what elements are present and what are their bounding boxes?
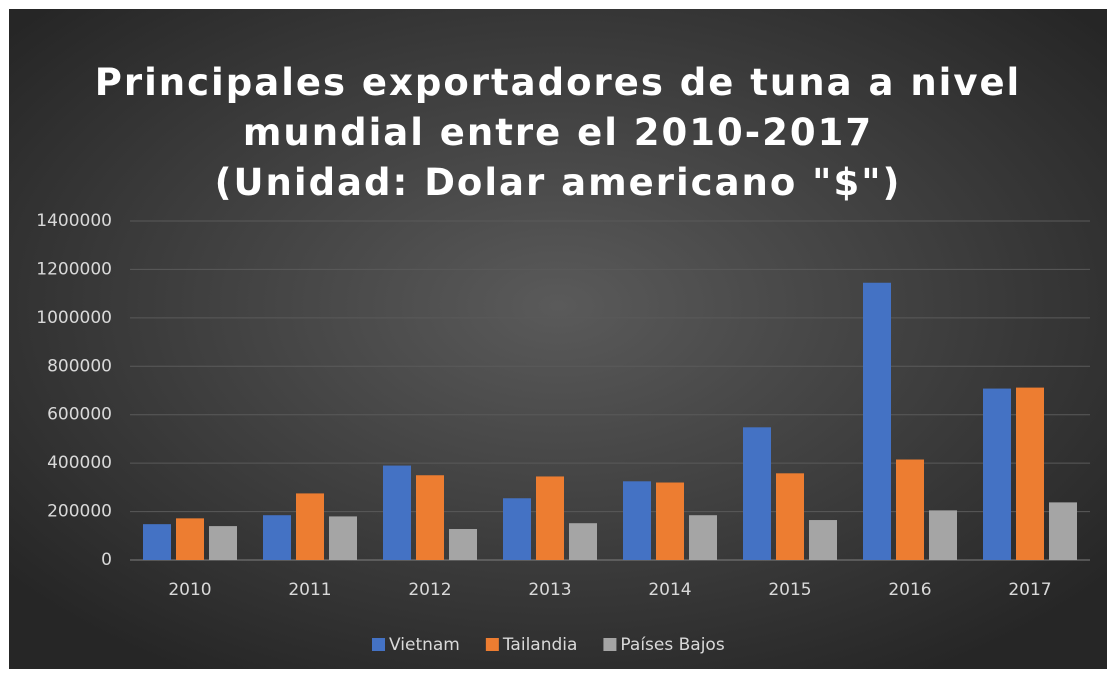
bar <box>416 475 444 560</box>
bar <box>656 482 684 560</box>
bar <box>449 529 477 560</box>
bar <box>929 510 957 560</box>
y-tick-label: 1200000 <box>36 259 112 279</box>
chart-title: Principales exportadores de tuna a nivel… <box>94 61 1022 204</box>
bar <box>536 476 564 560</box>
bar <box>776 473 804 560</box>
bar <box>863 282 891 560</box>
y-tick-label: 800000 <box>47 356 112 376</box>
y-tick-label: 400000 <box>47 453 112 473</box>
bar <box>1049 502 1077 560</box>
legend-swatch <box>372 638 385 651</box>
bar <box>296 493 324 560</box>
x-tick-label: 2015 <box>768 580 811 600</box>
x-tick-label: 2011 <box>288 580 331 600</box>
bar <box>503 498 531 560</box>
legend-label: Países Bajos <box>620 635 724 655</box>
bar <box>983 388 1011 560</box>
bar <box>209 526 237 560</box>
bar <box>383 465 411 560</box>
x-tick-label: 2013 <box>528 580 571 600</box>
bar <box>689 515 717 560</box>
bar <box>896 459 924 560</box>
bar <box>569 523 597 560</box>
bar <box>743 427 771 560</box>
y-tick-label: 1000000 <box>36 308 112 328</box>
y-tick-label: 1400000 <box>36 211 112 231</box>
y-tick-label: 200000 <box>47 502 112 522</box>
bar <box>263 515 291 560</box>
bar <box>809 520 837 560</box>
legend-label: Vietnam <box>389 635 460 655</box>
bar <box>623 481 651 560</box>
x-tick-label: 2010 <box>168 580 211 600</box>
x-tick-label: 2017 <box>1008 580 1051 600</box>
x-tick-label: 2012 <box>408 580 451 600</box>
x-tick-label: 2016 <box>888 580 931 600</box>
legend-label: Tailandia <box>502 635 578 655</box>
legend-swatch <box>485 638 499 651</box>
x-tick-label: 2014 <box>648 580 691 600</box>
bar <box>143 524 171 560</box>
legend-swatch <box>603 638 617 651</box>
bar <box>1016 387 1044 560</box>
bar <box>176 518 204 560</box>
bar <box>329 516 357 560</box>
y-tick-label: 0 <box>101 550 112 570</box>
y-tick-label: 600000 <box>47 405 112 425</box>
